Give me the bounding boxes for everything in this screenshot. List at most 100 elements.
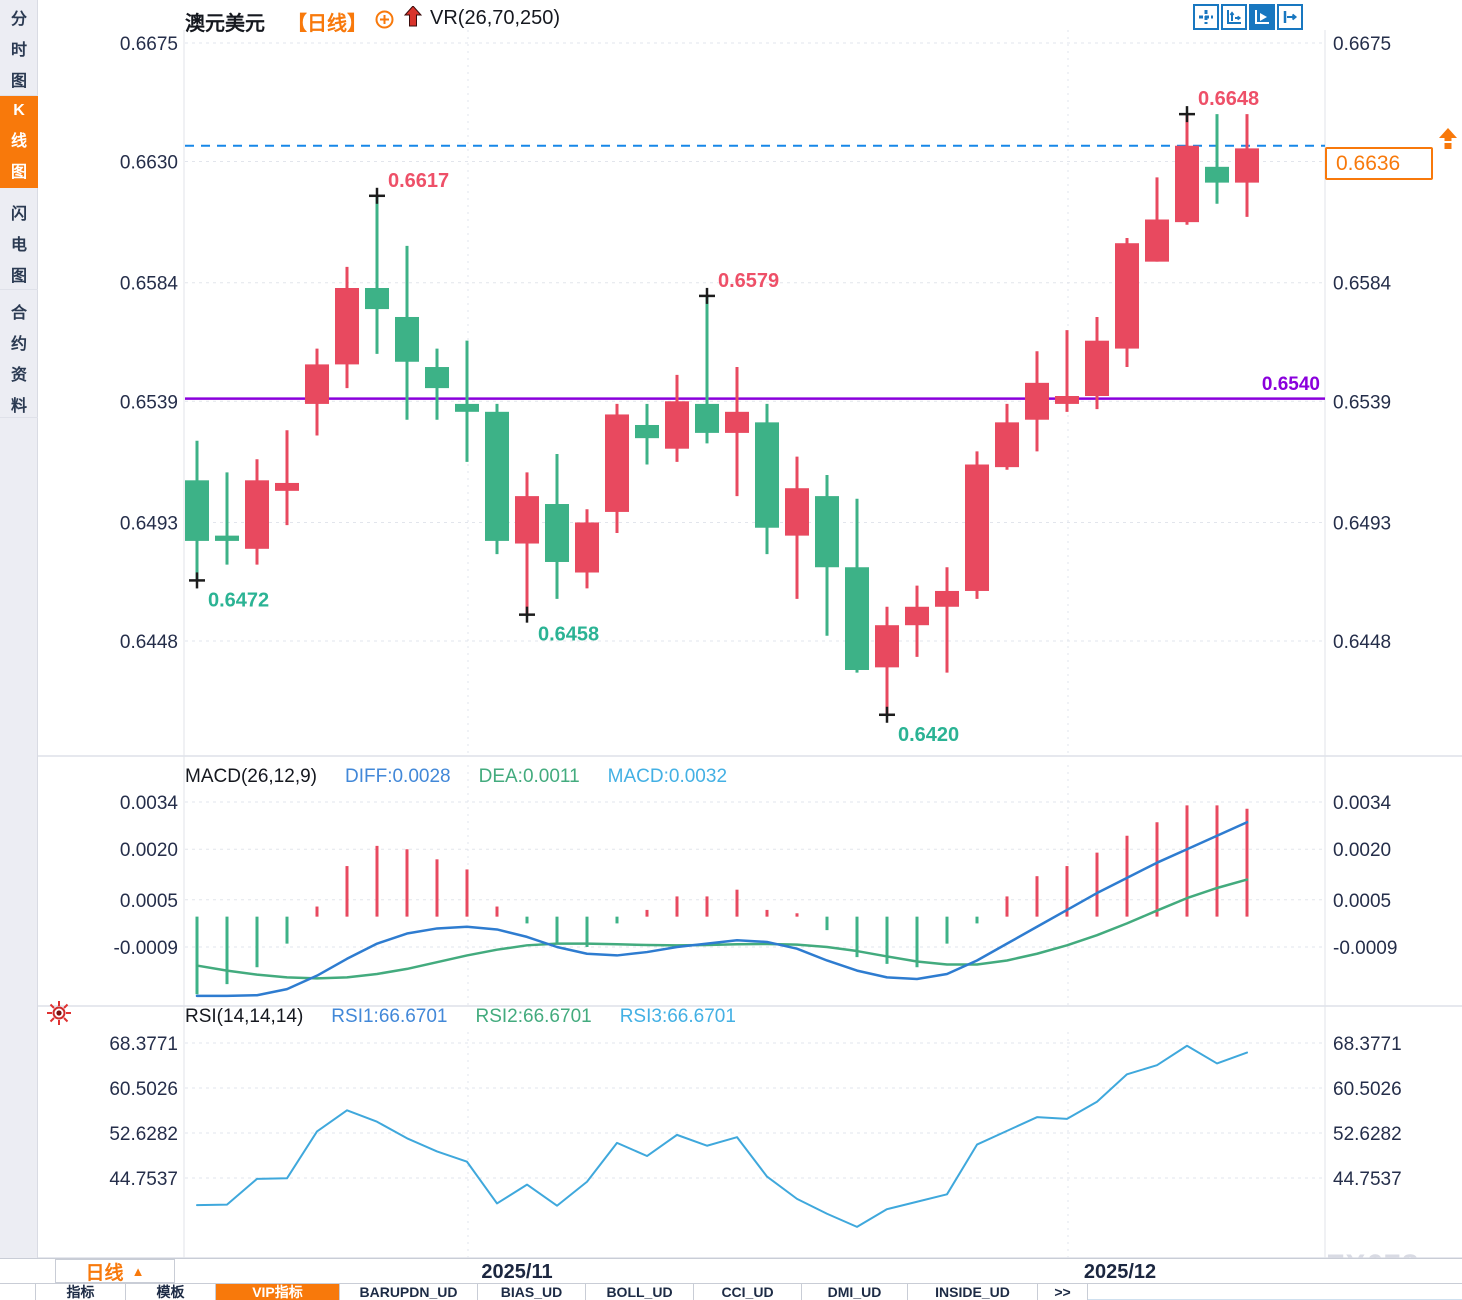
y-axis-label: 0.6493 [1333,513,1391,534]
sidebar-item-char: 时 [10,41,27,59]
y-axis-label: 0.0034 [1333,793,1392,814]
candle [815,475,839,636]
price-annotation: 0.6617 [388,170,449,192]
price-annotation: 0.6579 [718,270,779,292]
candle [905,585,929,657]
x-axis-row [0,1258,1462,1284]
candle [1085,316,1109,410]
indicator-tab-bar: 指标 模板 VIP指标 BARUPDN_UD BIAS_UD BOLL_UD CCI_UD D… [0,1283,1462,1300]
extreme-marker [699,287,715,304]
extreme-marker [519,606,535,623]
sidebar-item-char: 分 [10,10,27,28]
candle [725,367,749,497]
sidebar-item-char: 闪 [10,205,27,223]
candle [1145,177,1169,262]
up-arrow-icon [403,5,423,33]
period-selector[interactable]: 日线 ▲ [55,1259,175,1284]
y-axis-label: -0.0009 [114,938,178,959]
candle [365,195,389,354]
candle [1205,114,1229,204]
current-price-tag: 0.6636 [1325,147,1433,180]
sidebar-item-闪电图[interactable]: 闪电图 [0,196,38,290]
price-annotation: 0.6648 [1198,88,1259,110]
y-axis-label: 60.5026 [1333,1079,1402,1100]
rsi-params: RSI(14,14,14) [185,1006,304,1027]
candle [515,472,539,615]
candle [1115,237,1139,368]
bottom-tab-指标[interactable]: 指标 [36,1284,126,1300]
bottom-tab-模板[interactable]: 模板 [126,1284,216,1300]
candle [455,340,479,462]
period-tag: 【日线】 [287,13,367,35]
y-axis-label: 0.6448 [1333,632,1391,653]
price-annotation: 0.6458 [538,624,599,646]
bottom-tab-BARUPDN_UD[interactable]: BARUPDN_UD [340,1284,478,1300]
candle [1175,114,1199,225]
price-annotation: 0.6472 [208,589,269,611]
extreme-marker [369,187,385,204]
candle [575,509,599,589]
alert-icon[interactable] [45,999,73,1027]
sidebar-item-分时图[interactable]: 分时图 [0,0,38,96]
candle [695,295,719,444]
sidebar-item-char: 图 [10,72,27,90]
extreme-marker [1179,106,1195,123]
candle [395,245,419,420]
y-axis-label: 0.6539 [120,392,178,413]
period-selector-label: 日线 [85,1262,124,1284]
y-axis-label: 44.7537 [109,1169,178,1190]
y-axis-label: 0.0005 [120,891,178,912]
add-indicator-icon[interactable] [375,10,394,34]
bottom-tab-BOLL_UD[interactable]: BOLL_UD [586,1284,694,1300]
bottom-tab-DMI_UD[interactable]: DMI_UD [802,1284,908,1300]
rsi1-value: RSI1:66.6701 [331,1006,448,1027]
bottom-tab-VIP指标[interactable]: VIP指标 [216,1284,340,1300]
go-to-latest-button[interactable] [1277,4,1303,30]
macd-diff-value: DIFF:0.0028 [345,766,451,787]
sidebar-item-char: 资 [10,367,27,384]
candle [1235,114,1259,217]
pan-tool-button[interactable] [1193,4,1219,30]
sidebar-item-合约资料[interactable]: 合约资料 [0,298,38,418]
y-axis-label: 0.6493 [120,513,178,534]
candle [995,403,1019,470]
y-axis-label: 60.5026 [109,1079,178,1100]
y-axis-label: 68.3771 [109,1034,178,1055]
y-axis-label: 0.6675 [120,34,178,55]
extreme-marker [879,706,895,723]
candle [605,403,629,533]
y-axis-label: 0.0020 [120,840,178,861]
candle [305,348,329,436]
support-line-label: 0.6540 [1261,374,1320,395]
bottom-tab-CCI_UD[interactable]: CCI_UD [694,1284,802,1300]
auto-scale-button[interactable] [1249,4,1275,30]
y-axis-label: 44.7537 [1333,1169,1402,1190]
candle [785,456,809,599]
y-axis-label: 0.6448 [120,632,178,653]
sidebar-item-char: 图 [10,164,27,181]
bottom-tab-BIAS_UD[interactable]: BIAS_UD [478,1284,586,1300]
bottom-tab-INSIDE_UD[interactable]: INSIDE_UD [908,1284,1038,1300]
diff-line [195,820,1249,998]
candle [845,498,869,673]
chevron-up-icon: ▲ [131,1263,145,1279]
dea-line [195,878,1249,980]
axis-zoom-button[interactable] [1221,4,1247,30]
macd-header: MACD(26,12,9) DIFF:0.0028 DEA:0.0011 MAC… [185,766,727,788]
y-axis-label: 0.0034 [120,793,179,814]
candle [875,606,899,715]
sidebar-item-char: 约 [10,336,27,353]
candle [215,472,239,565]
y-axis-label: 0.0005 [1333,891,1391,912]
bottom-tab->>[interactable]: >> [1038,1284,1088,1300]
sidebar-item-char: 线 [10,133,27,150]
price-annotation: 0.6420 [898,724,959,746]
rsi-line [196,1044,1248,1228]
candle [1025,351,1049,452]
sidebar-item-char: 合 [10,305,27,322]
candle [665,374,689,462]
y-axis-label: 0.6630 [120,153,178,174]
y-axis-label: 0.6584 [1333,274,1392,295]
